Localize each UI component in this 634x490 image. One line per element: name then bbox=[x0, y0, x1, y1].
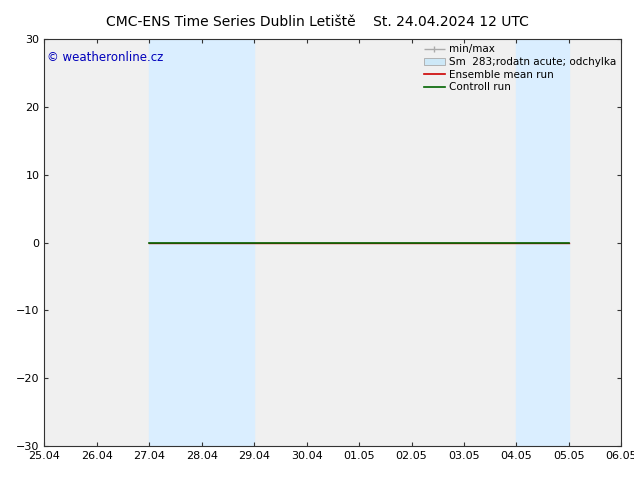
Bar bbox=[149, 39, 254, 446]
Bar bbox=[517, 39, 569, 446]
Text: CMC-ENS Time Series Dublin Letiště    St. 24.04.2024 12 UTC: CMC-ENS Time Series Dublin Letiště St. 2… bbox=[106, 15, 528, 29]
Legend: min/max, Sm  283;rodatn acute; odchylka, Ensemble mean run, Controll run: min/max, Sm 283;rodatn acute; odchylka, … bbox=[422, 42, 618, 94]
Text: © weatheronline.cz: © weatheronline.cz bbox=[48, 51, 164, 64]
